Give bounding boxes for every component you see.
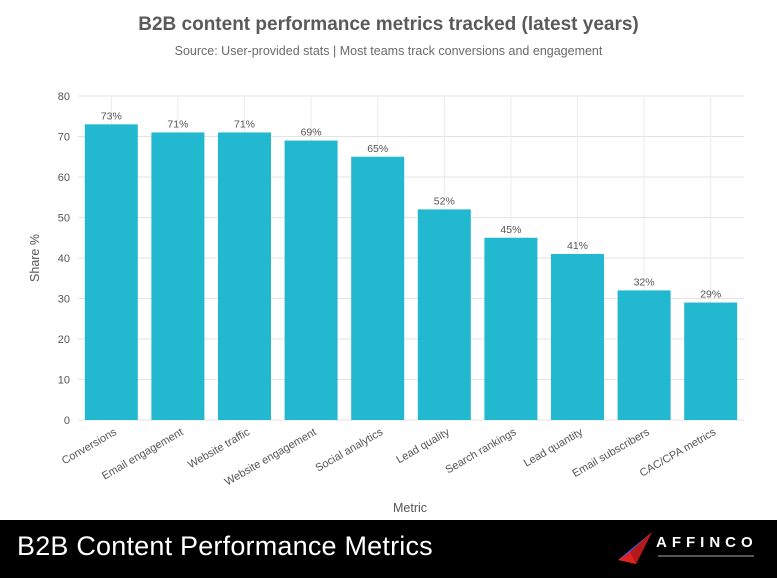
x-axis-title: Metric — [393, 501, 427, 515]
y-tick-label: 40 — [58, 253, 70, 265]
bar-chart: 73% 71% 71% 69% 65% 52% 45% 41% 32% 29% 0 10 20 30 40… — [28, 91, 744, 515]
bar — [617, 290, 671, 420]
x-tick-label: Conversions — [60, 426, 119, 467]
brand-name: AFFINCO — [656, 534, 758, 551]
bar — [484, 237, 538, 420]
y-tick-label: 10 — [58, 375, 70, 387]
bar-value-label: 52% — [434, 195, 455, 207]
bar — [84, 124, 138, 420]
bar-value-label: 45% — [500, 224, 521, 236]
bar — [551, 253, 604, 420]
x-tick-label: Lead quantity — [522, 426, 586, 470]
y-axis-title: Share % — [28, 234, 42, 282]
bar-series — [84, 124, 738, 421]
chart-subtitle: Source: User-provided stats | Most teams… — [174, 44, 603, 58]
brand-logo: AFFINCO — [616, 528, 766, 570]
y-tick-label: 20 — [58, 334, 70, 346]
x-tick-label: Lead quality — [394, 426, 452, 466]
brand-tagline — [658, 555, 754, 557]
bar — [684, 302, 738, 420]
bar-value-label: 69% — [301, 127, 322, 139]
y-tick-label: 0 — [64, 415, 70, 427]
bar-value-label: 71% — [234, 118, 255, 130]
bar-value-label: 29% — [700, 289, 721, 301]
bar-value-label: 71% — [167, 118, 188, 130]
bar-value-label: 32% — [634, 276, 655, 288]
y-tick-label: 30 — [58, 294, 70, 306]
footer-title: B2B Content Performance Metrics — [17, 531, 433, 561]
bar — [284, 140, 338, 421]
bar — [351, 156, 405, 420]
footer-bar: B2B Content Performance Metrics AFFINCO — [0, 520, 777, 578]
y-axis-ticks: 0 10 20 30 40 50 60 70 80 — [58, 91, 70, 427]
chart-title: B2B content performance metrics tracked … — [138, 14, 639, 35]
x-tick-label: Social analytics — [314, 426, 386, 475]
y-tick-label: 60 — [58, 172, 70, 184]
bar-value-label: 41% — [567, 240, 588, 252]
data-labels: 73% 71% 71% 69% 65% 52% 45% 41% 32% 29% — [101, 110, 721, 300]
bar — [218, 132, 271, 420]
x-tick-label: Website traffic — [186, 426, 252, 471]
bar — [151, 132, 205, 420]
y-tick-label: 70 — [58, 132, 70, 144]
paper-plane-icon — [618, 532, 652, 564]
y-tick-label: 50 — [58, 213, 70, 225]
bar-value-label: 65% — [367, 143, 388, 155]
bar-value-label: 73% — [101, 110, 122, 122]
x-tick-label: Search rankings — [444, 426, 519, 476]
y-tick-label: 80 — [58, 91, 70, 103]
bar — [417, 209, 471, 420]
